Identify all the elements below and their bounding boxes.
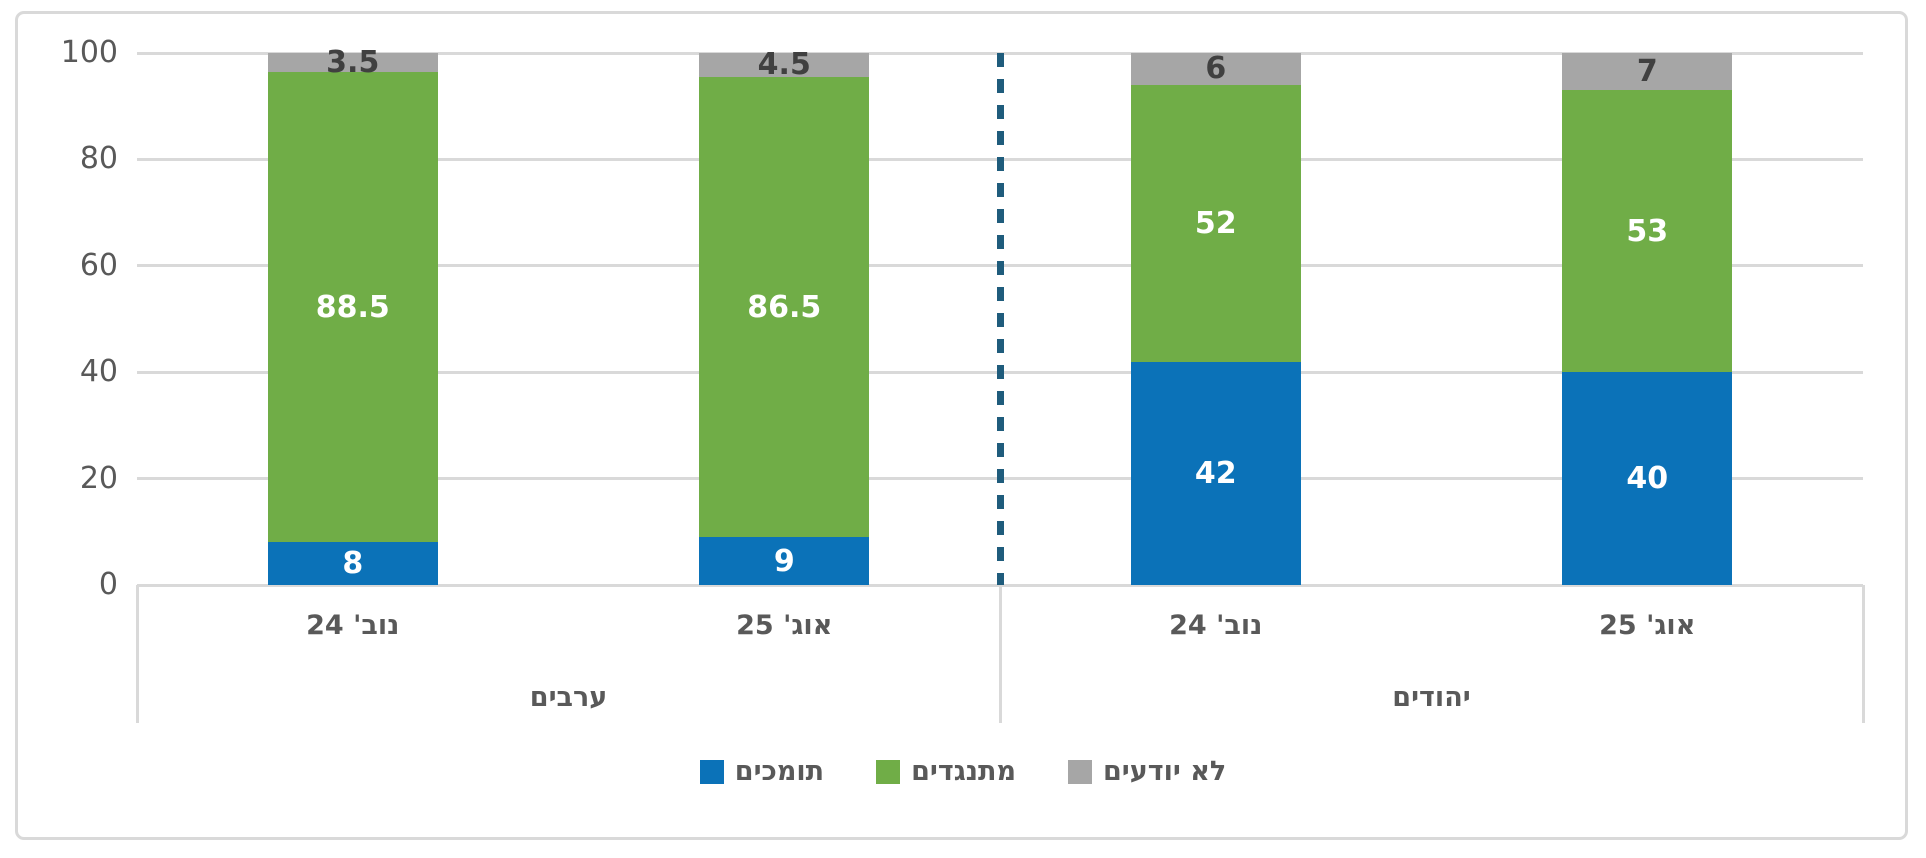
bar-jews-1: 40 53 7 — [1562, 53, 1733, 585]
legend-item-opposers: מתנגדים — [876, 756, 1016, 787]
data-label-opposers: 52 — [1194, 205, 1237, 241]
data-label-opposers: 88.5 — [315, 289, 390, 325]
chart-outer-frame — [15, 11, 1908, 840]
legend-label-supporters: תומכים — [734, 756, 825, 787]
bar-segment-supporters: 9 — [699, 537, 870, 585]
data-label-dont-know: 4.5 — [757, 47, 811, 83]
y-axis-tick-label: 80 — [79, 141, 118, 177]
bar-segment-opposers: 88.5 — [267, 71, 438, 543]
y-axis-tick-label: 20 — [79, 460, 118, 496]
legend-item-supporters: תומכים — [699, 756, 825, 787]
category-axis-tick-1 — [998, 585, 1002, 723]
bar-arabs-1: 9 86.5 4.5 — [699, 47, 870, 585]
y-axis-tick-label: 0 — [98, 567, 118, 602]
y-axis-tick-label: 60 — [79, 247, 118, 283]
x-axis-label-arabs-1: אוג' 25 — [736, 610, 833, 641]
legend-swatch-opposers — [876, 759, 901, 784]
bar-arabs-0: 8 88.5 3.5 — [267, 45, 438, 585]
bar-segment-opposers: 53 — [1562, 90, 1733, 373]
x-axis-label-arabs-0: נוב' 24 — [306, 610, 400, 641]
data-label-dont-know: 7 — [1636, 54, 1658, 90]
data-label-supporters: 40 — [1626, 461, 1669, 497]
legend-item-dont-know: לא יודעים — [1067, 756, 1227, 787]
bar-segment-opposers: 86.5 — [699, 76, 870, 538]
data-label-supporters: 9 — [773, 543, 795, 579]
data-label-supporters: 8 — [342, 546, 364, 582]
legend-swatch-dont-know — [1067, 759, 1092, 784]
data-label-opposers: 86.5 — [747, 289, 822, 325]
legend-label-dont-know: לא יודעים — [1102, 756, 1227, 787]
bar-segment-dont-know: 4.5 — [699, 47, 870, 82]
group-label-jews: יהודים — [1392, 682, 1471, 713]
bar-segment-dont-know: 7 — [1562, 53, 1733, 91]
category-axis-tick-0 — [135, 585, 139, 723]
data-label-opposers: 53 — [1626, 213, 1669, 249]
data-label-supporters: 42 — [1194, 455, 1237, 491]
legend-swatch-supporters — [699, 759, 724, 784]
data-label-dont-know: 6 — [1205, 51, 1227, 87]
x-axis-label-jews-1: אוג' 25 — [1599, 610, 1696, 641]
bar-segment-opposers: 52 — [1130, 84, 1301, 362]
data-label-dont-know: 3.5 — [326, 44, 380, 80]
y-axis-tick-label: 40 — [79, 354, 118, 390]
bar-segment-supporters: 42 — [1130, 361, 1301, 585]
category-axis-tick-2 — [1861, 585, 1865, 723]
bar-segment-dont-know: 6 — [1130, 51, 1301, 87]
y-axis-tick-label: 100 — [60, 35, 118, 70]
bar-segment-supporters: 40 — [1562, 372, 1733, 585]
bar-jews-0: 42 52 6 — [1130, 51, 1301, 585]
bar-segment-dont-know: 3.5 — [267, 45, 438, 80]
group-label-arabs: ערבים — [529, 682, 608, 713]
x-axis-label-jews-0: נוב' 24 — [1169, 610, 1263, 641]
bar-segment-supporters: 8 — [267, 542, 438, 585]
group-separator-dashed-line — [996, 53, 1004, 585]
chart-legend: תומכים מתנגדים לא יודעים — [0, 756, 1926, 787]
legend-label-opposers: מתנגדים — [911, 756, 1016, 787]
